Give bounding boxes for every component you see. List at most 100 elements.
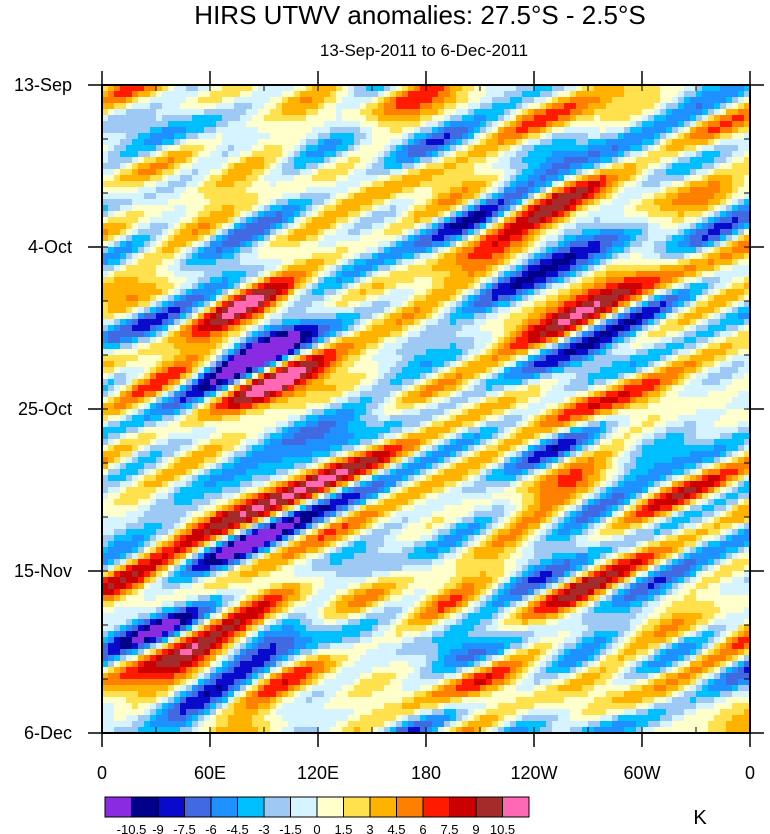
field-cell	[546, 157, 553, 164]
field-cell	[216, 271, 223, 278]
field-cell	[492, 265, 499, 272]
field-cell	[186, 253, 193, 260]
field-cell	[102, 151, 109, 158]
field-cell	[642, 253, 649, 260]
field-cell	[648, 331, 655, 338]
field-cell	[198, 211, 205, 218]
field-cell	[612, 319, 619, 326]
field-cell	[582, 313, 589, 320]
field-cell	[360, 127, 367, 134]
field-cell	[324, 295, 331, 302]
field-cell	[186, 193, 193, 200]
field-cell	[708, 223, 715, 230]
field-cell	[168, 337, 175, 344]
field-cell	[732, 181, 739, 188]
field-cell	[384, 91, 391, 98]
field-cell	[600, 199, 607, 206]
field-cell	[708, 91, 715, 98]
field-cell	[630, 151, 637, 158]
field-cell	[126, 343, 133, 350]
field-cell	[330, 355, 337, 362]
field-cell	[396, 289, 403, 296]
field-cell	[348, 289, 355, 296]
field-cell	[558, 109, 565, 116]
field-cell	[252, 97, 259, 104]
field-cell	[366, 97, 373, 104]
field-cell	[120, 115, 127, 122]
field-cell	[690, 217, 697, 224]
field-cell	[108, 271, 115, 278]
field-cell	[516, 223, 523, 230]
field-cell	[654, 235, 661, 242]
field-cell	[498, 295, 505, 302]
field-cell	[264, 229, 271, 236]
field-cell	[318, 109, 325, 116]
field-cell	[672, 283, 679, 290]
field-cell	[174, 97, 181, 104]
field-cell	[492, 169, 499, 176]
field-cell	[726, 115, 733, 122]
field-cell	[618, 211, 625, 218]
field-cell	[216, 331, 223, 338]
field-cell	[672, 355, 679, 362]
field-cell	[504, 241, 511, 248]
field-cell	[348, 217, 355, 224]
field-cell	[336, 109, 343, 116]
field-cell	[528, 301, 535, 308]
field-cell	[696, 301, 703, 308]
field-cell	[432, 295, 439, 302]
field-cell	[720, 355, 727, 362]
field-cell	[582, 145, 589, 152]
field-cell	[204, 199, 211, 206]
field-cell	[456, 91, 463, 98]
field-cell	[444, 121, 451, 128]
field-cell	[348, 199, 355, 206]
field-cell	[300, 247, 307, 254]
field-cell	[654, 271, 661, 278]
field-cell	[696, 157, 703, 164]
field-cell	[690, 229, 697, 236]
field-cell	[462, 127, 469, 134]
field-cell	[642, 271, 649, 278]
field-cell	[276, 151, 283, 158]
field-cell	[564, 103, 571, 110]
field-cell	[408, 295, 415, 302]
field-cell	[234, 241, 241, 248]
field-cell	[474, 145, 481, 152]
field-cell	[414, 121, 421, 128]
field-cell	[654, 265, 661, 272]
field-cell	[228, 97, 235, 104]
field-cell	[318, 253, 325, 260]
field-cell	[492, 313, 499, 320]
field-cell	[138, 271, 145, 278]
field-cell	[108, 265, 115, 272]
field-cell	[264, 241, 271, 248]
field-cell	[642, 313, 649, 320]
field-cell	[264, 121, 271, 128]
field-cell	[642, 169, 649, 176]
field-cell	[168, 247, 175, 254]
field-cell	[270, 145, 277, 152]
field-cell	[102, 307, 109, 314]
field-cell	[402, 265, 409, 272]
field-cell	[342, 253, 349, 260]
field-cell	[102, 133, 109, 140]
field-cell	[216, 133, 223, 140]
field-cell	[660, 307, 667, 314]
field-cell	[174, 295, 181, 302]
field-cell	[660, 127, 667, 134]
field-cell	[354, 157, 361, 164]
field-cell	[222, 169, 229, 176]
field-cell	[714, 217, 721, 224]
field-cell	[306, 253, 313, 260]
field-cell	[354, 181, 361, 188]
field-cell	[198, 337, 205, 344]
field-cell	[528, 139, 535, 146]
field-cell	[300, 283, 307, 290]
field-cell	[300, 229, 307, 236]
field-cell	[534, 331, 541, 338]
field-cell	[516, 145, 523, 152]
field-cell	[234, 307, 241, 314]
field-cell	[312, 109, 319, 116]
field-cell	[366, 355, 373, 362]
